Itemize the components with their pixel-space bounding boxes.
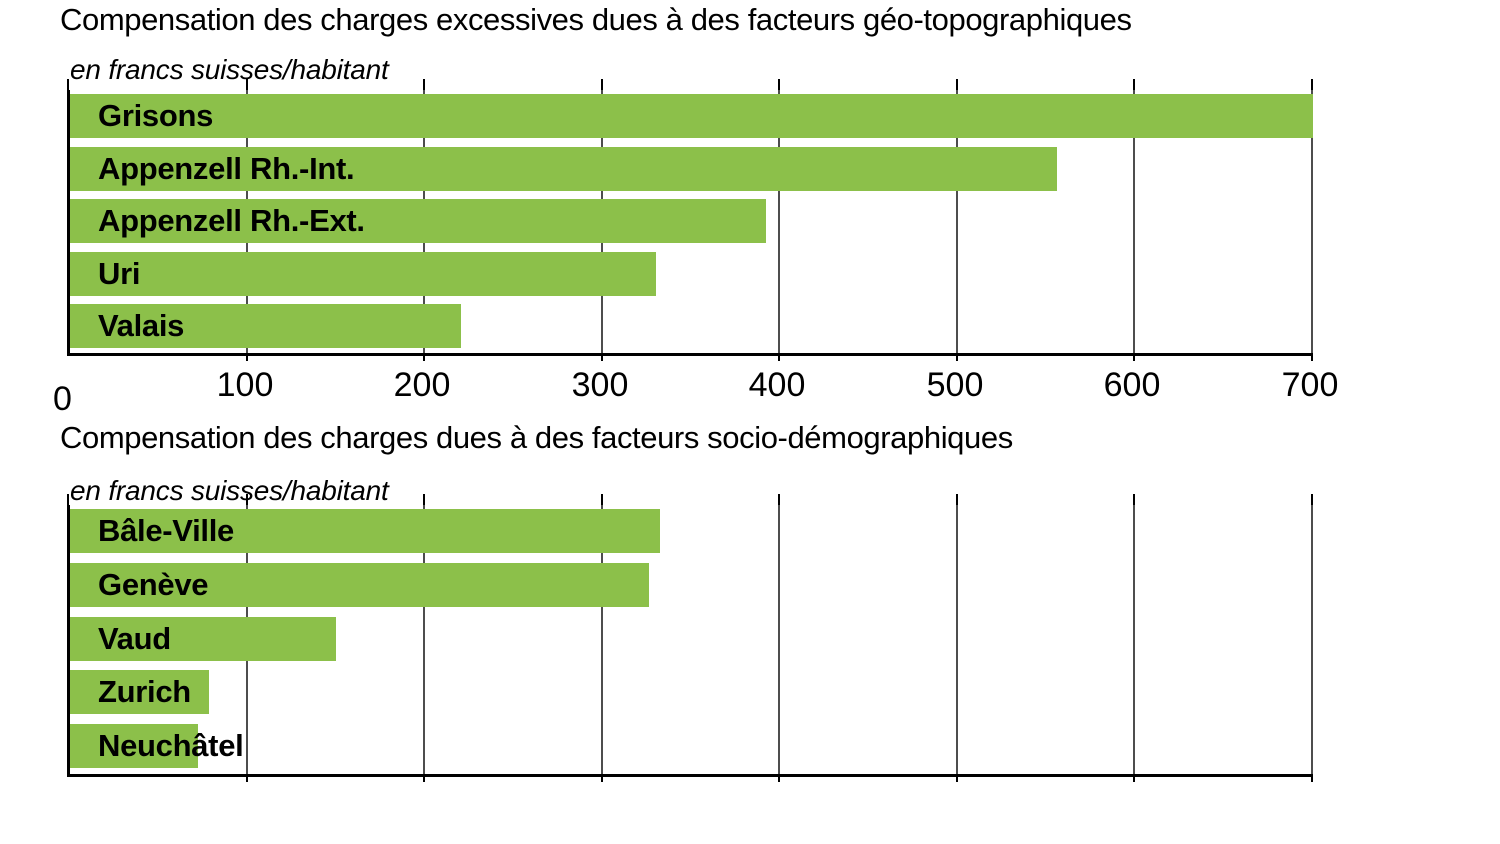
gridline-400 [778, 90, 780, 353]
bar-label: Vaud [98, 621, 171, 656]
bar-neuch-tel: Neuchâtel [70, 724, 244, 768]
plot-area: Grisons Appenzell Rh.-Int. Appenzell Rh.-E… [67, 79, 1313, 361]
x-tick-label-0: 0 [53, 380, 72, 418]
plot-area: Bâle-Ville Genève Vaud Zurich Neuchâtel [67, 494, 1313, 782]
tick-mark-bottom-200 [423, 353, 425, 361]
x-axis-labels: 0 100 200 300 400 500 600 700 [53, 366, 1367, 426]
tick-mark-bottom-100 [246, 353, 248, 361]
bar-valais: Valais [70, 304, 461, 348]
gridline-500 [956, 90, 958, 353]
x-tick-label-100: 100 [216, 366, 274, 404]
chart-socio-demographique: Compensation des charges dues à des fact… [0, 418, 1500, 844]
x-tick-label-700: 700 [1281, 366, 1339, 404]
bar-gen-ve: Genève [70, 563, 649, 607]
tick-mark-bottom-300 [601, 774, 603, 782]
bar-label: Uri [98, 256, 141, 291]
x-tick-label-500: 500 [926, 366, 984, 404]
gridline-200 [423, 505, 425, 774]
bar-appenzell-rh-ext-: Appenzell Rh.-Ext. [70, 199, 766, 243]
tick-mark-bottom-700 [1311, 774, 1313, 782]
tick-mark-top-0 [67, 79, 69, 90]
bar-zurich: Zurich [70, 670, 209, 714]
chart-geo-topographique: Compensation des charges excessives dues… [0, 0, 1500, 418]
tick-mark-bottom-400 [778, 774, 780, 782]
chart-unit-label: en francs suisses/habitant [70, 54, 389, 85]
tick-mark-top-300 [601, 494, 603, 505]
gridline-300 [601, 505, 603, 774]
tick-mark-top-500 [956, 79, 958, 90]
tick-mark-top-100 [246, 79, 248, 90]
tick-mark-top-700 [1311, 494, 1313, 505]
bar-uri: Uri [70, 252, 656, 296]
x-tick-label-600: 600 [1103, 366, 1161, 404]
tick-mark-top-600 [1133, 494, 1135, 505]
gridline-600 [1133, 505, 1135, 774]
tick-mark-bottom-300 [601, 353, 603, 361]
bar-label: Appenzell Rh.-Ext. [98, 203, 365, 238]
gridline-500 [956, 505, 958, 774]
bar-label: Zurich [98, 674, 191, 709]
tick-mark-top-200 [423, 79, 425, 90]
bar-label: Genève [98, 567, 209, 602]
tick-mark-top-500 [956, 494, 958, 505]
gridline-600 [1133, 90, 1135, 353]
tick-mark-top-700 [1311, 79, 1313, 90]
chart-title: Compensation des charges dues à des fact… [60, 420, 1013, 455]
tick-mark-bottom-600 [1133, 774, 1135, 782]
tick-mark-top-400 [778, 79, 780, 90]
bar-vaud: Vaud [70, 617, 336, 661]
bar-label: Bâle-Ville [98, 513, 235, 548]
bar-label: Grisons [98, 98, 214, 133]
bar-grisons: Grisons [70, 94, 1313, 138]
x-tick-label-200: 200 [393, 366, 451, 404]
bar-b-le-ville: Bâle-Ville [70, 509, 660, 553]
tick-mark-top-100 [246, 494, 248, 505]
x-tick-label-400: 400 [748, 366, 806, 404]
gridline-700 [1311, 505, 1313, 774]
tick-mark-top-300 [601, 79, 603, 90]
tick-mark-bottom-500 [956, 774, 958, 782]
tick-mark-bottom-700 [1311, 353, 1313, 361]
chart-unit-label: en francs suisses/habitant [70, 475, 389, 506]
tick-mark-bottom-100 [246, 774, 248, 782]
bar-appenzell-rh-int-: Appenzell Rh.-Int. [70, 147, 1057, 191]
x-tick-label-300: 300 [571, 366, 629, 404]
bar-label: Neuchâtel [98, 728, 244, 763]
bar-label: Valais [98, 308, 185, 343]
tick-mark-top-400 [778, 494, 780, 505]
bar-label: Appenzell Rh.-Int. [98, 151, 355, 186]
tick-mark-bottom-600 [1133, 353, 1135, 361]
tick-mark-bottom-400 [778, 353, 780, 361]
tick-mark-top-0 [67, 494, 69, 505]
gridline-700 [1311, 90, 1313, 353]
tick-mark-bottom-500 [956, 353, 958, 361]
gridline-400 [778, 505, 780, 774]
tick-mark-top-200 [423, 494, 425, 505]
chart-title: Compensation des charges excessives dues… [60, 2, 1132, 37]
tick-mark-top-600 [1133, 79, 1135, 90]
tick-mark-bottom-200 [423, 774, 425, 782]
